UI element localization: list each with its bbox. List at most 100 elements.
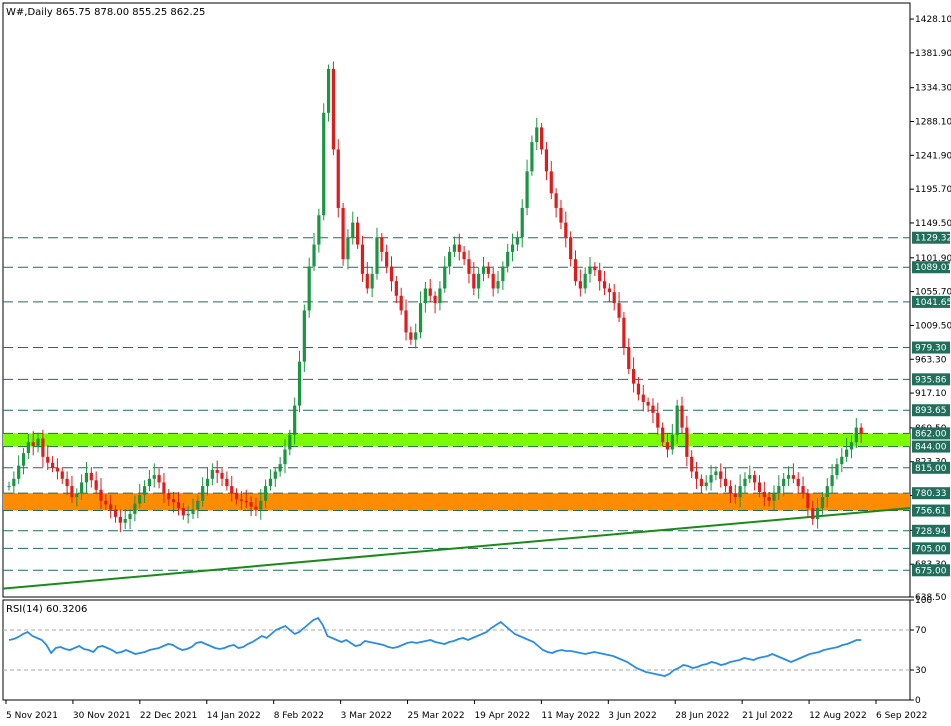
candle-body: [389, 266, 394, 282]
candle-body: [845, 449, 849, 457]
candle-body: [820, 497, 825, 509]
x-tick-label: 11 May 2022: [541, 711, 600, 721]
y-tick-label: 1009.50: [915, 321, 951, 331]
x-tick-label: 28 Jun 2022: [675, 711, 729, 721]
candle-body: [196, 500, 200, 510]
candle-body: [283, 449, 287, 465]
candle-body: [448, 251, 452, 267]
candle-body: [723, 478, 728, 487]
x-tick-label: 3 Jun 2022: [608, 711, 656, 721]
candle-body: [84, 472, 89, 483]
candle-body: [375, 237, 379, 274]
level-badge-label: 728.94: [915, 527, 947, 537]
candle-body: [133, 503, 137, 514]
candle-body: [443, 266, 447, 289]
candle-body: [278, 464, 282, 472]
level-badge: [912, 461, 950, 474]
candle-body: [815, 508, 820, 520]
y-tick-label: 1381.90: [915, 49, 951, 59]
candle-body: [525, 171, 529, 208]
candle-body: [46, 456, 50, 463]
candle-body: [535, 127, 539, 143]
candle-body: [394, 281, 398, 296]
candle-body: [622, 317, 626, 348]
candle-body: [380, 237, 384, 252]
candle-body: [36, 438, 40, 446]
candle-body: [365, 273, 369, 289]
rsi-tick-label: 30: [915, 666, 927, 676]
candle-body: [55, 467, 60, 472]
x-tick-label: 19 Apr 2022: [474, 711, 530, 721]
level-badge-label: 1089.01: [915, 263, 951, 273]
level-badge-label: 705.00: [915, 544, 947, 554]
candle-body: [549, 171, 553, 194]
candle-body: [404, 310, 408, 333]
candle-body: [288, 434, 292, 450]
candle-body: [854, 427, 858, 443]
candle-body: [728, 486, 733, 494]
level-badge: [912, 440, 950, 453]
trendline: [2, 507, 911, 590]
candle-body: [181, 508, 185, 516]
candle-body: [631, 368, 636, 384]
rsi-title: RSI(14) 60.3206: [6, 604, 87, 615]
candle-body: [491, 273, 495, 289]
price-plot-frame: [2, 2, 911, 598]
candle-body: [118, 516, 122, 523]
candle-body: [704, 482, 708, 487]
candle-body: [351, 222, 355, 238]
rsi-tick-label: 100: [915, 596, 932, 606]
candle-body: [7, 486, 11, 488]
candle-body: [293, 405, 297, 435]
candle-body: [26, 442, 30, 454]
level-badge: [912, 427, 950, 440]
candle-body: [172, 499, 176, 503]
candle-body: [94, 480, 98, 490]
level-badge: [912, 231, 950, 244]
x-tick-label: 25 Mar 2022: [408, 711, 465, 721]
candle-body: [205, 478, 210, 487]
candle-body: [17, 465, 21, 479]
candle-body: [268, 478, 273, 487]
level-badge: [912, 404, 950, 417]
candle-body: [326, 68, 331, 113]
candle-body: [356, 222, 360, 245]
level-badge-label: 893.65: [915, 406, 947, 416]
candle-body: [234, 493, 239, 500]
x-tick-label: 8 Feb 2022: [274, 711, 324, 721]
level-badge: [912, 524, 950, 537]
candle-body: [336, 149, 340, 208]
candle-body: [738, 486, 742, 498]
candle-body: [89, 472, 93, 481]
candle-body: [690, 456, 694, 472]
candle-body: [694, 471, 699, 479]
candle-body: [772, 493, 776, 501]
candle-body: [414, 332, 418, 340]
candle-body: [675, 405, 679, 435]
candle-body: [70, 486, 74, 498]
candle-body: [360, 244, 365, 274]
candle-body: [123, 519, 127, 523]
candle-body: [830, 475, 834, 487]
candle-body: [307, 266, 311, 311]
candle-body: [835, 464, 839, 476]
candle-body: [317, 215, 321, 245]
y-tick-label: 917.10: [915, 389, 947, 399]
candle-body: [418, 303, 423, 333]
candle-body: [346, 237, 350, 260]
candle-body: [428, 288, 432, 296]
candle-body: [273, 471, 277, 479]
level-badge-label: 862.00: [915, 429, 947, 439]
candle-body: [612, 292, 616, 304]
level-badge: [912, 373, 950, 386]
candle-body: [259, 500, 263, 510]
candle-body: [264, 486, 268, 501]
level-badge: [912, 487, 950, 500]
candle-body: [709, 475, 713, 483]
y-tick-label: 1055.70: [915, 288, 951, 298]
level-badge-label: 815.00: [915, 464, 947, 474]
candle-body: [598, 270, 602, 282]
x-tick-label: 14 Jan 2022: [207, 711, 261, 721]
